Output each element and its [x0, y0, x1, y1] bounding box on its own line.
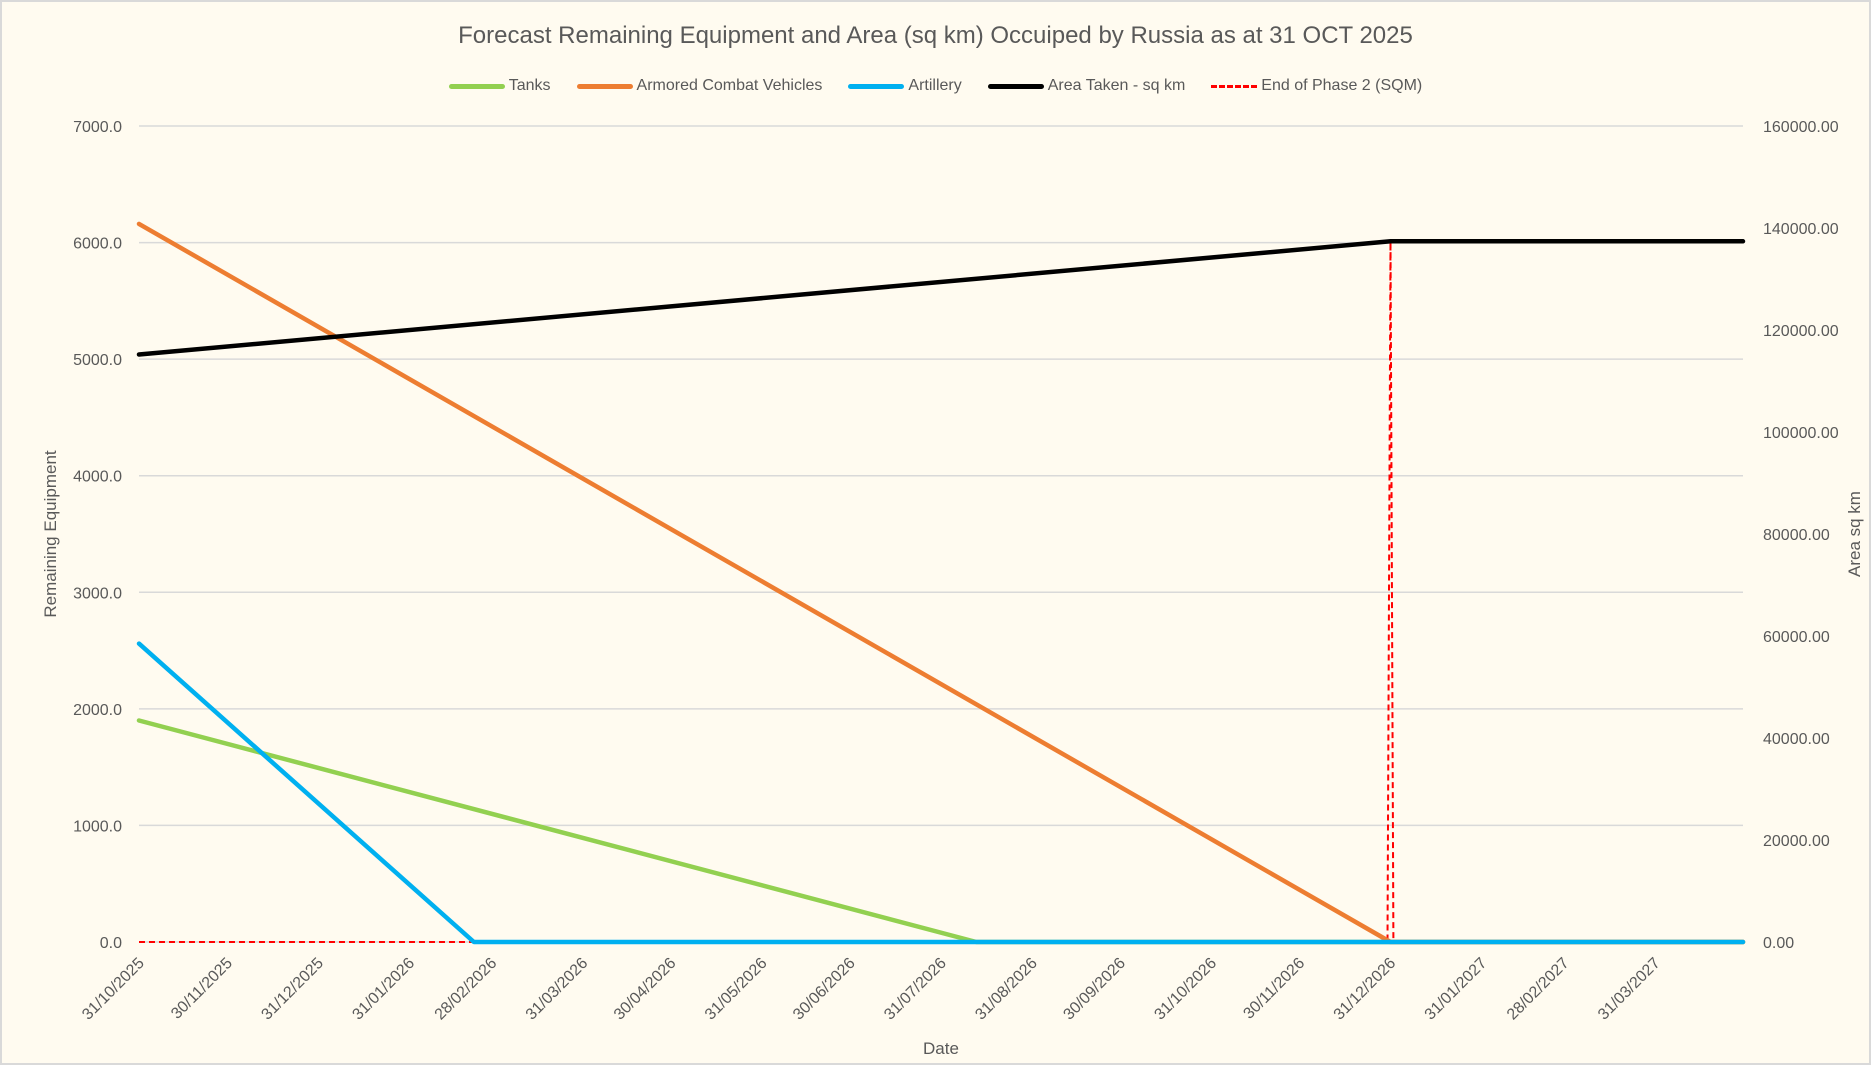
x-tick-label: 30/04/2026: [611, 955, 680, 1024]
legend-swatch: [1211, 84, 1258, 88]
y-axis-label: Remaining Equipment: [41, 450, 60, 618]
legend-label: Artillery: [908, 77, 962, 94]
y-tick-label: 4000.0: [73, 469, 122, 486]
x-tick-label: 28/02/2026: [432, 955, 501, 1024]
legend-swatch: [987, 83, 1044, 89]
legend-swatch: [848, 83, 905, 89]
x-tick-label: 31/12/2026: [1331, 955, 1400, 1024]
x-tick-label: 31/05/2026: [702, 955, 771, 1024]
x-tick-label: 28/02/2027: [1504, 955, 1573, 1024]
legend-item: Tanks: [448, 77, 551, 95]
y2-tick-label: 140000.00: [1763, 221, 1839, 238]
y2-tick-label: 120000.00: [1763, 323, 1839, 340]
y2-axis-label: Area sq km: [1845, 491, 1864, 577]
legend-item: Area Taken - sq km: [987, 77, 1186, 95]
legend-label: Armored Combat Vehicles: [636, 77, 823, 94]
x-tick-label: 31/10/2025: [79, 955, 148, 1024]
legend-label: End of Phase 2 (SQM): [1261, 77, 1423, 94]
legend-label: Area Taken - sq km: [1047, 77, 1186, 94]
y2-tick-label: 100000.00: [1763, 425, 1839, 442]
y-tick-label: 5000.0: [73, 352, 122, 369]
legend-item: Artillery: [848, 77, 962, 95]
chart-title: Forecast Remaining Equipment and Area (s…: [458, 22, 1413, 49]
x-tick-label: 31/07/2026: [881, 955, 950, 1024]
y-tick-label: 2000.0: [73, 702, 122, 719]
x-tick-label: 31/01/2027: [1422, 955, 1491, 1024]
y-tick-label: 3000.0: [73, 585, 122, 602]
x-tick-label: 30/06/2026: [790, 955, 859, 1024]
x-tick-label: 31/01/2026: [349, 955, 418, 1024]
x-tick-label: 30/09/2026: [1060, 955, 1129, 1024]
legend-item: End of Phase 2 (SQM): [1211, 77, 1422, 95]
y2-tick-label: 160000.00: [1763, 119, 1839, 136]
legend-item: Armored Combat Vehicles: [576, 77, 823, 95]
legend-label: Tanks: [508, 77, 551, 94]
x-tick-label: 30/11/2025: [168, 955, 236, 1023]
legend-swatch: [448, 83, 505, 89]
y2-tick-label: 80000.00: [1763, 527, 1830, 544]
y-tick-label: 0.0: [100, 935, 122, 952]
y2-tick-label: 20000.00: [1763, 833, 1830, 850]
y-tick-label: 1000.0: [73, 818, 122, 835]
x-axis-label: Date: [923, 1039, 959, 1058]
y2-tick-label: 40000.00: [1763, 731, 1830, 748]
x-tick-label: 31/03/2026: [523, 955, 592, 1024]
x-tick-label: 30/11/2026: [1240, 955, 1308, 1023]
x-tick-label: 31/12/2025: [258, 955, 327, 1024]
y2-tick-label: 0.00: [1763, 935, 1794, 952]
x-tick-label: 31/10/2026: [1151, 955, 1220, 1024]
series-area-taken-sq-km: [136, 239, 1746, 357]
series-artillery: [136, 641, 1746, 945]
y2-tick-label: 60000.00: [1763, 629, 1830, 646]
series-tanks: [136, 718, 1746, 945]
legend-swatch: [576, 83, 633, 89]
x-tick-label: 31/03/2027: [1595, 955, 1664, 1024]
y-tick-label: 6000.0: [73, 236, 122, 253]
legend: Tanks Armored Combat Vehicles Artillery Are…: [2, 77, 1869, 95]
x-tick-label: 31/08/2026: [972, 955, 1041, 1024]
y-tick-label: 7000.0: [73, 119, 122, 136]
